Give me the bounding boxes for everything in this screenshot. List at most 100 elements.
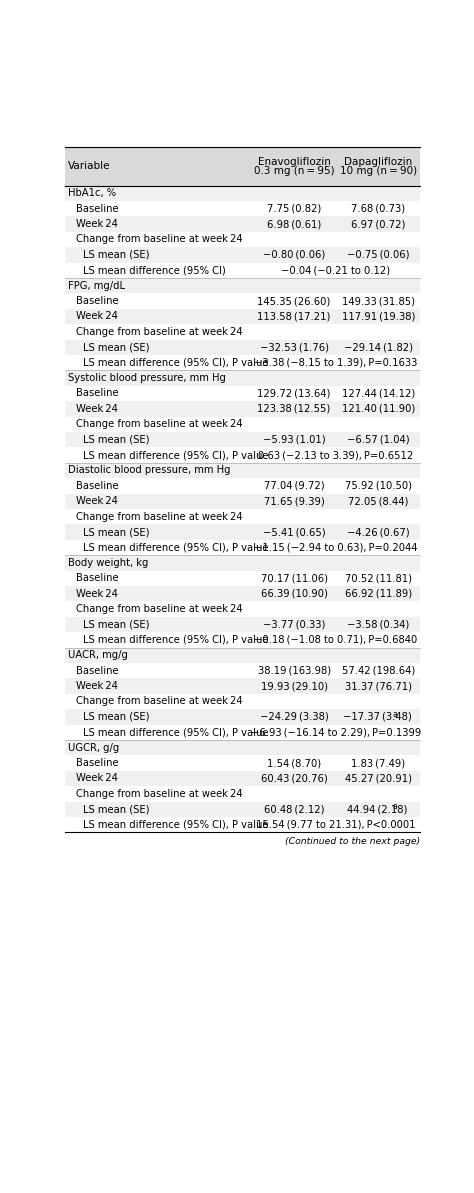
- Text: 6.97 (0.72): 6.97 (0.72): [351, 220, 406, 229]
- Text: LS mean (SE): LS mean (SE): [83, 434, 150, 445]
- Text: LS mean (SE): LS mean (SE): [83, 527, 150, 537]
- Bar: [65, 586, 420, 601]
- Text: UACR, mg/g: UACR, mg/g: [68, 650, 128, 660]
- Bar: [65, 601, 420, 617]
- Text: Change from baseline at week 24: Change from baseline at week 24: [75, 697, 242, 706]
- Text: −24.29 (3.38): −24.29 (3.38): [260, 712, 328, 722]
- Text: Dapagliflozin: Dapagliflozin: [345, 157, 413, 167]
- Text: 113.58 (17.21): 113.58 (17.21): [257, 311, 331, 321]
- Bar: [65, 663, 420, 679]
- Text: LS mean difference (95% CI), ​P value: LS mean difference (95% CI), ​P value: [83, 728, 269, 737]
- Text: Baseline: Baseline: [75, 481, 118, 490]
- Text: 31.37 (76.71): 31.37 (76.71): [345, 681, 412, 691]
- Bar: [65, 755, 420, 771]
- Bar: [65, 200, 420, 216]
- Bar: [65, 278, 420, 293]
- Text: 1.54 (8.70): 1.54 (8.70): [267, 758, 321, 768]
- Bar: [65, 509, 420, 524]
- Text: Baseline: Baseline: [75, 758, 118, 768]
- Text: −1.15 (−2.94 to 0.63), P=0.2044: −1.15 (−2.94 to 0.63), P=0.2044: [254, 543, 418, 552]
- Text: 44.94 (2.18): 44.94 (2.18): [347, 804, 407, 814]
- Bar: [65, 309, 420, 324]
- Text: LS mean difference (95% CI), ​P value: LS mean difference (95% CI), ​P value: [83, 450, 269, 460]
- Text: Week 24: Week 24: [75, 220, 118, 229]
- Text: 60.43 (20.76): 60.43 (20.76): [261, 773, 328, 784]
- Text: Change from baseline at week 24: Change from baseline at week 24: [75, 234, 242, 245]
- Text: 10 mg (n = 90): 10 mg (n = 90): [340, 166, 417, 175]
- Text: LS mean (SE): LS mean (SE): [83, 712, 150, 722]
- Bar: [65, 293, 420, 309]
- Text: −3.58 (0.34): −3.58 (0.34): [347, 619, 410, 630]
- Text: 75.92 (10.50): 75.92 (10.50): [345, 481, 412, 490]
- Bar: [65, 802, 420, 817]
- Text: HbA1c, %: HbA1c, %: [68, 188, 116, 198]
- Text: Baseline: Baseline: [75, 666, 118, 675]
- Text: Baseline: Baseline: [75, 296, 118, 307]
- Text: −3.77 (0.33): −3.77 (0.33): [263, 619, 325, 630]
- Text: LS mean difference (95% CI): LS mean difference (95% CI): [83, 265, 226, 276]
- Text: 77.04 (9.72): 77.04 (9.72): [264, 481, 324, 490]
- Bar: [65, 231, 420, 247]
- Text: Change from baseline at week 24: Change from baseline at week 24: [75, 789, 242, 799]
- Text: 38.19 (163.98): 38.19 (163.98): [257, 666, 331, 675]
- Bar: [65, 416, 420, 432]
- Bar: [65, 262, 420, 278]
- Text: −3.38 (−8.15 to 1.39), P=0.1633: −3.38 (−8.15 to 1.39), P=0.1633: [254, 358, 418, 367]
- Text: Change from baseline at week 24: Change from baseline at week 24: [75, 419, 242, 429]
- Bar: [65, 570, 420, 586]
- Text: Week 24: Week 24: [75, 681, 118, 691]
- Text: 70.52 (11.81): 70.52 (11.81): [345, 573, 412, 583]
- Bar: [65, 401, 420, 416]
- Text: 7.75 (0.82): 7.75 (0.82): [267, 204, 321, 214]
- Text: 149.33 (31.85): 149.33 (31.85): [342, 296, 415, 307]
- Text: Baseline: Baseline: [75, 204, 118, 214]
- Bar: [65, 786, 420, 802]
- Bar: [65, 324, 420, 340]
- Bar: [65, 771, 420, 786]
- Bar: [65, 147, 420, 185]
- Text: −0.80 (0.06): −0.80 (0.06): [263, 249, 325, 260]
- Text: 7.68 (0.73): 7.68 (0.73): [352, 204, 406, 214]
- Text: Enavogliflozin: Enavogliflozin: [258, 157, 330, 167]
- Text: −17.37 (3.48): −17.37 (3.48): [343, 712, 411, 722]
- Text: 129.72 (13.64): 129.72 (13.64): [257, 389, 331, 398]
- Text: 1.83 (7.49): 1.83 (7.49): [352, 758, 406, 768]
- Text: 123.38 (12.55): 123.38 (12.55): [257, 403, 331, 414]
- Text: −4.26 (0.67): −4.26 (0.67): [347, 527, 410, 537]
- Bar: [65, 385, 420, 401]
- Text: LS mean (SE): LS mean (SE): [83, 249, 150, 260]
- Text: 66.39 (10.90): 66.39 (10.90): [261, 588, 328, 599]
- Text: 45.27 (20.91): 45.27 (20.91): [345, 773, 412, 784]
- Text: Week 24: Week 24: [75, 588, 118, 599]
- Text: 71.65 (9.39): 71.65 (9.39): [264, 496, 324, 506]
- Text: (Continued to the next page): (Continued to the next page): [285, 837, 420, 846]
- Text: 6.98 (0.61): 6.98 (0.61): [267, 220, 321, 229]
- Text: Change from baseline at week 24: Change from baseline at week 24: [75, 512, 242, 521]
- Text: −32.53 (1.76): −32.53 (1.76): [260, 342, 328, 352]
- Text: 0.3 mg (n = 95): 0.3 mg (n = 95): [254, 166, 334, 175]
- Text: −29.14 (1.82): −29.14 (1.82): [344, 342, 413, 352]
- Text: −5.93 (1.01): −5.93 (1.01): [263, 434, 325, 445]
- Text: Week 24: Week 24: [75, 311, 118, 321]
- Text: Baseline: Baseline: [75, 389, 118, 398]
- Text: Change from baseline at week 24: Change from baseline at week 24: [75, 604, 242, 614]
- Text: 117.91 (19.38): 117.91 (19.38): [342, 311, 415, 321]
- Text: Systolic blood pressure, mm Hg: Systolic blood pressure, mm Hg: [68, 373, 226, 383]
- Text: Change from baseline at week 24: Change from baseline at week 24: [75, 327, 242, 336]
- Bar: [65, 447, 420, 463]
- Text: Baseline: Baseline: [75, 573, 118, 583]
- Text: 15.54 (9.77 to 21.31), P<0.0001: 15.54 (9.77 to 21.31), P<0.0001: [256, 820, 416, 829]
- Bar: [65, 478, 420, 494]
- Text: Week 24: Week 24: [75, 773, 118, 784]
- Text: 72.05 (8.44): 72.05 (8.44): [348, 496, 409, 506]
- Text: Body weight, kg: Body weight, kg: [68, 558, 148, 568]
- Text: LS mean difference (95% CI), ​P value: LS mean difference (95% CI), ​P value: [83, 358, 269, 367]
- Bar: [65, 817, 420, 833]
- Text: 57.42 (198.64): 57.42 (198.64): [342, 666, 415, 675]
- Text: −0.75 (0.06): −0.75 (0.06): [347, 249, 410, 260]
- Text: 66.92 (11.89): 66.92 (11.89): [345, 588, 412, 599]
- Bar: [65, 370, 420, 385]
- Text: 19.93 (29.10): 19.93 (29.10): [261, 681, 328, 691]
- Text: −0.18 (−1.08 to 0.71), P=0.6840: −0.18 (−1.08 to 0.71), P=0.6840: [254, 635, 418, 644]
- Bar: [65, 247, 420, 262]
